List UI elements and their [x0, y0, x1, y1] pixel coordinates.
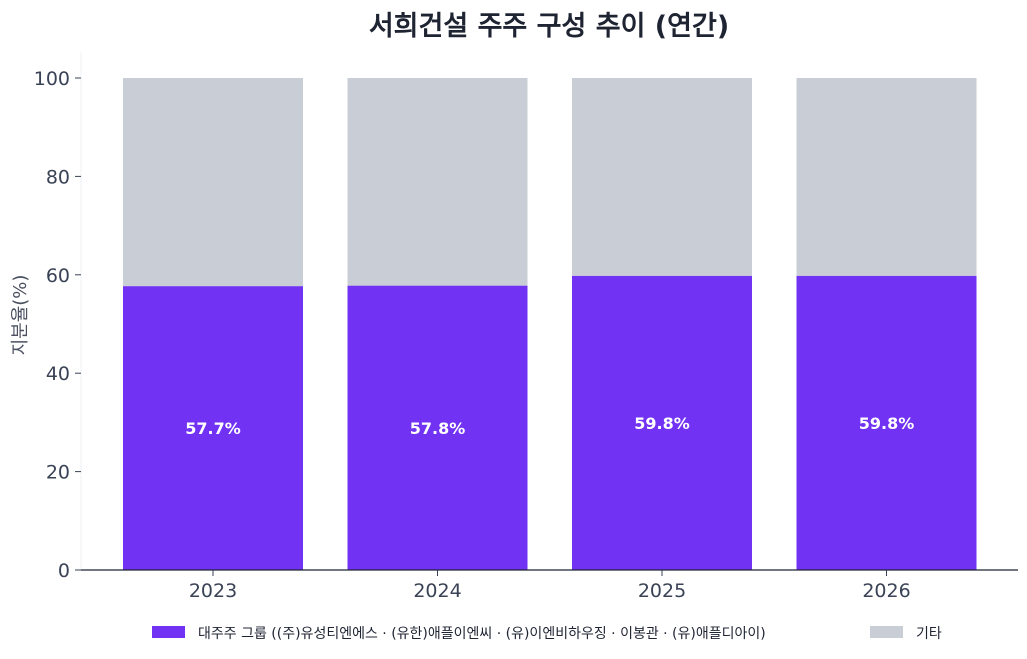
x-tick-label-2025: 2025 [638, 580, 686, 602]
legend-swatch-major-shareholders [152, 626, 185, 638]
bar-segment-2023-series-0 [123, 286, 303, 570]
legend-swatch-others [870, 626, 903, 638]
chart-title: 서희건설 주주 구성 추이 (연간) [369, 11, 729, 42]
y-tick-label: 0 [58, 560, 70, 582]
bar-segment-2025-series-1 [572, 78, 752, 276]
y-tick-label: 60 [46, 265, 70, 287]
x-tick-label-2023: 2023 [189, 580, 237, 602]
x-axis: 2023 2024 2025 2026 [81, 569, 1018, 602]
bar-segment-2026-series-0 [796, 275, 977, 570]
bars-group [123, 78, 977, 570]
y-tick-label: 20 [46, 462, 70, 484]
y-tick-label: 80 [46, 166, 70, 188]
x-tick-label-2026: 2026 [862, 580, 910, 602]
bar-value-label-2024: 57.8% [410, 419, 466, 438]
bar-value-label-2023: 57.7% [185, 419, 241, 438]
bar-segment-2026-series-1 [796, 78, 977, 276]
bar-segment-2025-series-0 [572, 275, 752, 570]
bar-segment-2023-series-1 [123, 78, 303, 287]
y-tick-label: 40 [46, 363, 70, 385]
bar-value-label-2026: 59.8% [859, 414, 915, 433]
legend-label-others: 기타 [916, 626, 942, 642]
bar-segment-2024-series-0 [347, 285, 528, 570]
y-axis-label: 지분율(%) [10, 275, 31, 356]
bar-labels-group: 57.7% 57.8% 59.8% 59.8% [185, 414, 914, 438]
y-axis: 0 20 40 60 80 100 [34, 52, 82, 582]
x-tick-label-2024: 2024 [413, 580, 461, 602]
bar-value-label-2025: 59.8% [634, 414, 690, 433]
y-tick-label: 100 [34, 68, 70, 90]
legend-label-major-shareholders: 대주주 그룹 ((주)유성티엔에스 · (유한)애플이엔씨 · (유)이엔비하우… [198, 626, 766, 642]
bar-segment-2024-series-1 [347, 78, 528, 286]
legend: 대주주 그룹 ((주)유성티엔에스 · (유한)애플이엔씨 · (유)이엔비하우… [152, 626, 942, 642]
